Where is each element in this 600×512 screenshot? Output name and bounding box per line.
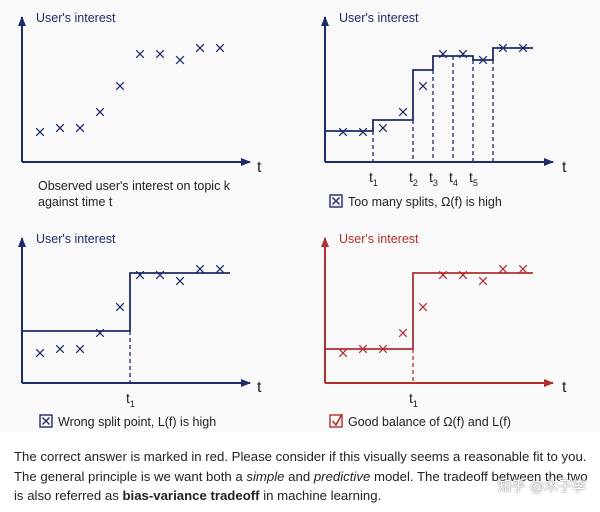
panel-too-many-splits: User's interest t Too many splits, Ω(f) … [321,11,567,209]
data-point-x-mark [95,328,105,338]
panel-caption: Good balance of Ω(f) and L(f) [348,415,511,429]
data-point-x-mark [518,264,528,274]
caption-text: The general principle is we want both a [14,468,247,484]
data-point-x-mark [135,49,145,59]
data-point-x-mark [378,344,388,354]
x-axis-label: t [562,379,567,396]
data-point-x-mark [35,348,45,358]
caption-text: in machine learning. [259,488,382,503]
panel-title: User's interest [36,232,116,246]
x-box-icon [39,414,53,428]
data-point-x-mark [75,123,85,133]
panel-caption-line-1: Observed user's interest on topic k [38,179,231,193]
time-tick-label: t2 [409,169,418,188]
data-point-x-mark [55,123,65,133]
data-point-x-mark [155,270,165,280]
data-point-x-mark [418,81,428,91]
data-point-x-mark [215,264,225,274]
caption-line-1: The correct answer is marked in red. Ple… [14,449,587,464]
watermark: 知乎 @木子李 [497,479,586,495]
data-point-x-mark [215,43,225,53]
panel-title: User's interest [339,11,419,25]
emphasis-simple: simple [246,468,285,484]
time-tick-label: t1 [409,390,418,409]
panel-observed-interest: User's interest t Observed user's intere… [18,11,262,209]
data-point-x-mark [195,43,205,53]
panel-title: User's interest [36,11,116,25]
emphasis-predictive: predictive [313,468,371,484]
data-point-x-mark [135,270,145,280]
time-tick-label: t5 [469,169,478,188]
data-point-x-mark [398,107,408,117]
bold-term: bias-variance tradeoff [122,488,260,503]
panel-caption-line-2: against time t [38,195,113,209]
check-mark-icon [331,413,343,427]
data-point-x-mark [75,344,85,354]
data-point-x-mark [175,276,185,286]
data-point-x-mark [478,276,488,286]
x-axis-label: t [257,379,262,396]
x-mark-icon [332,197,340,205]
data-point-x-mark [175,55,185,65]
data-point-x-mark [55,344,65,354]
panel-good-balance: User's interest t Good balance of Ω(f) a… [321,232,567,429]
caption-text: is also referred as [14,488,123,503]
data-point-x-mark [478,55,488,65]
step-function-line [325,47,533,132]
data-point-x-mark [418,302,428,312]
data-point-x-mark [338,127,348,137]
panel-caption: Wrong split point, L(f) is high [58,415,216,429]
x-mark-icon [42,417,50,425]
caption-line-3: is also referred as bias-variance tradeo… [14,486,589,506]
data-point-x-mark [438,270,448,280]
step-function-line [22,272,230,332]
time-tick-label: t3 [429,169,438,188]
data-point-x-mark [358,127,368,137]
data-point-x-mark [35,127,45,137]
panel-caption: Too many splits, Ω(f) is high [348,195,502,209]
data-point-x-mark [498,43,508,53]
data-point-x-mark [155,49,165,59]
explanation-text: The correct answer is marked in red. Ple… [14,447,589,506]
x-axis-label: t [562,159,567,176]
figure-canvas: User's interest t Observed user's intere… [18,11,567,429]
caption-text: model. The tradeoff between the two [370,468,588,484]
data-point-x-mark [498,264,508,274]
time-tick-label: t1 [369,169,378,188]
time-tick-label: t1 [126,390,135,409]
step-function-line [325,272,533,350]
data-point-x-mark [338,348,348,358]
data-point-x-mark [115,81,125,91]
data-point-x-mark [438,49,448,59]
panel-wrong-split: User's interest t Wrong split point, L(f… [18,232,262,429]
time-tick-label: t4 [449,169,458,188]
data-point-x-mark [195,264,205,274]
data-point-x-mark [115,302,125,312]
caption-text: and [284,468,314,484]
caption-line-2: The general principle is we want both a … [14,467,589,487]
data-point-x-mark [458,270,468,280]
panel-title: User's interest [339,232,419,246]
data-point-x-mark [378,123,388,133]
data-point-x-mark [358,344,368,354]
x-axis-label: t [257,159,262,176]
data-point-x-mark [95,107,105,117]
check-box-icon [329,414,343,428]
data-point-x-mark [518,43,528,53]
data-point-x-mark [398,328,408,338]
x-box-icon [329,194,343,208]
data-point-x-mark [458,49,468,59]
